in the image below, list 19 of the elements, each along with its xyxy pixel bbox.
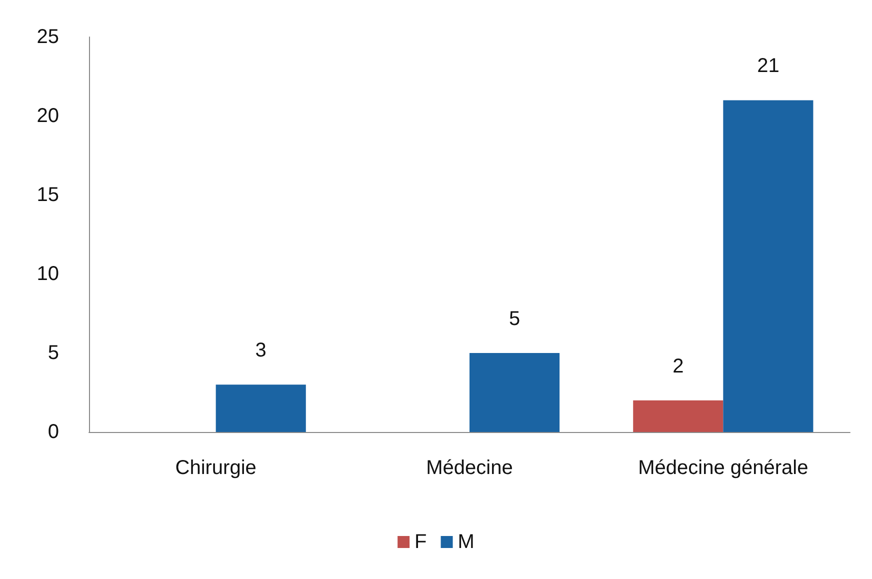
y-tick-label: 5 xyxy=(48,342,59,364)
y-tick-label: 10 xyxy=(36,263,59,285)
legend-label: M xyxy=(458,531,474,553)
x-tick-label: Médecine générale xyxy=(638,457,808,479)
bar xyxy=(723,100,814,432)
y-tick-label: 0 xyxy=(48,421,59,443)
y-tick-label: 15 xyxy=(36,184,59,206)
bar xyxy=(216,384,306,432)
x-tick-label: Chirurgie xyxy=(175,457,256,479)
data-label: 21 xyxy=(757,55,780,78)
y-tick-label: 25 xyxy=(36,26,59,48)
data-label: 2 xyxy=(672,355,684,378)
legend-label: F xyxy=(414,531,427,553)
y-tick-label: 20 xyxy=(36,105,59,127)
data-label: 3 xyxy=(255,340,266,362)
x-tick-label: Médecine xyxy=(426,457,513,479)
bar xyxy=(633,400,724,432)
data-label: 5 xyxy=(508,308,520,330)
bar xyxy=(470,353,560,432)
